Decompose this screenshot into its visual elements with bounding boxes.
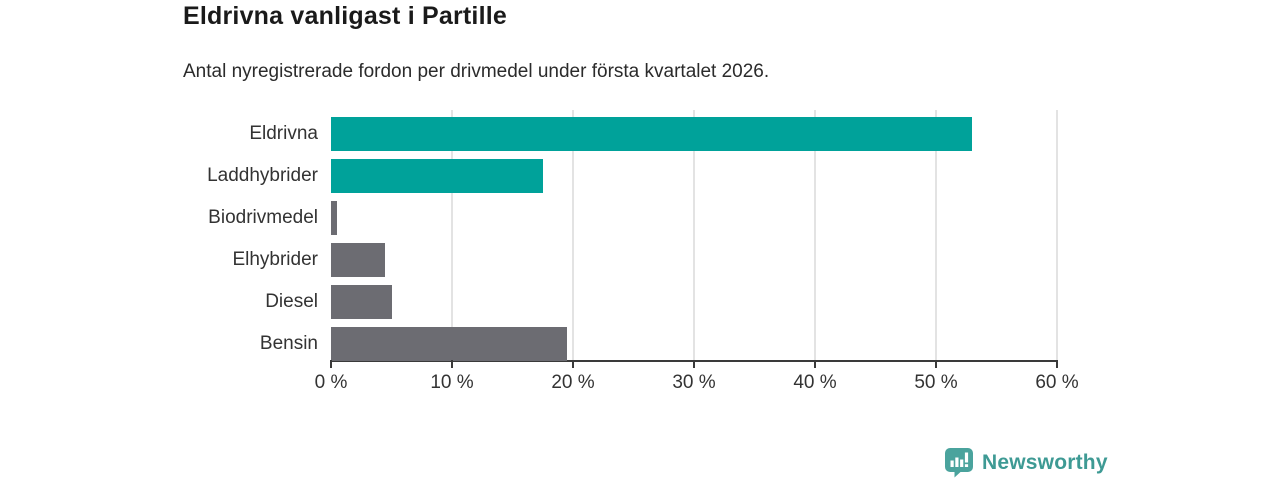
bar-row: Laddhybrider [207,159,1057,193]
category-label: Laddhybrider [207,165,318,186]
bar-laddhybrider [331,159,543,193]
gridline-60 [1056,110,1058,360]
gridline-40 [814,110,816,360]
x-axis-tick-label: 30 % [672,372,716,393]
x-axis-tick-label: 60 % [1035,372,1079,393]
x-axis-tick-60 [1056,360,1058,368]
gridline-10 [451,110,453,360]
bar-eldrivna [331,117,973,151]
bar-row: Biodrivmedel [208,201,1057,235]
category-label: Biodrivmedel [208,207,318,228]
bar-row: Elhybrider [232,243,1057,277]
x-axis-tick-10 [451,360,453,368]
x-axis-tick-30 [693,360,695,368]
gridline-20 [572,110,574,360]
bar-elhybrider [331,243,386,277]
bar-row: Diesel [265,285,1057,319]
bar-chart-plot-area: Eldrivna Laddhybrider Biodrivmedel Elhybrid… [207,110,1079,393]
bar-row: Bensin [260,327,1057,361]
x-axis-tick-label: 50 % [914,372,958,393]
bar-diesel [331,285,392,319]
category-label: Elhybrider [232,249,318,270]
x-axis-tick-40 [814,360,816,368]
logo-bubble-shape [945,448,973,478]
x-axis-tick-label: 40 % [793,372,837,393]
x-axis-tick-label: 20 % [551,372,595,393]
bar-biodrivmedel [331,201,338,235]
x-axis-tick-label: 0 % [314,372,348,393]
category-label: Bensin [259,333,318,354]
x-axis-tick-0 [330,360,332,368]
chart-title: Eldrivna vanligast i Partille [183,2,507,30]
x-axis-tick-50 [935,360,937,368]
chart-subtitle: Antal nyregistrerade fordon per drivmede… [183,61,770,82]
newsworthy-logo-icon [944,447,974,478]
gridline-30 [693,110,695,360]
x-axis-tick-label: 10 % [430,372,474,393]
bar-row: Eldrivna [249,117,1057,151]
newsworthy-brand-label: Newsworthy [982,450,1108,474]
category-label: Diesel [265,291,318,312]
x-axis-tick-20 [572,360,574,368]
bar-bensin [331,327,567,361]
category-label: Eldrivna [249,123,318,144]
newsworthy-brand-link[interactable]: Newsworthy [944,447,1108,478]
gridline-50 [935,110,937,360]
